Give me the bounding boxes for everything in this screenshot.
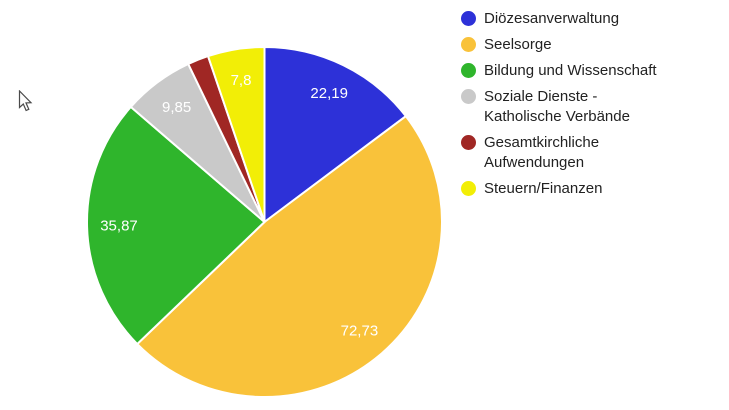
legend-item-4[interactable]: Gesamtkirchliche Aufwendungen (461, 133, 676, 173)
legend-marker-circle-icon (461, 63, 476, 78)
pie-slice-2[interactable] (86, 105, 266, 346)
legend-marker-circle-icon (461, 37, 476, 52)
legend-label: Seelsorge (484, 36, 552, 53)
mouse-cursor (18, 90, 33, 112)
pie-slice-value-label-2: 35,87 (100, 217, 138, 234)
pie-slice-value-label-0: 22,19 (310, 85, 348, 102)
legend-label: Gesamtkirchliche Aufwendungen (484, 134, 600, 171)
legend-label: Bildung und Wissenschaft (484, 62, 657, 79)
pie-slice-5[interactable] (207, 46, 266, 223)
legend-item-1[interactable]: Seelsorge (461, 35, 676, 55)
legend-label: Steuern/Finanzen (484, 180, 603, 197)
pie-chart: 22,19 72,73 35,87 9,85 7,8 (86, 46, 443, 399)
pie-slice-value-label-5: 7,8 (231, 72, 252, 89)
pie-slice-value-label-1: 72,73 (341, 322, 379, 339)
pie-slices (86, 46, 443, 399)
legend-marker-circle-icon (461, 135, 476, 150)
legend-label: Soziale Dienste - Katholische Verbände (484, 88, 630, 125)
legend-item-3[interactable]: Soziale Dienste - Katholische Verbände (461, 87, 676, 127)
legend-marker-circle-icon (461, 181, 476, 196)
legend-marker-circle-icon (461, 11, 476, 26)
legend-item-0[interactable]: Diözesanverwaltung (461, 9, 676, 29)
cursor-arrow-icon (18, 90, 33, 112)
legend: Diözesanverwaltung Seelsorge Bildung und W… (461, 9, 676, 199)
legend-item-5[interactable]: Steuern/Finanzen (461, 179, 676, 199)
legend-marker-circle-icon (461, 89, 476, 104)
legend-label: Diözesanverwaltung (484, 10, 620, 27)
pie-slice-0[interactable] (263, 46, 407, 223)
pie-slice-1[interactable] (136, 115, 443, 399)
legend-item-2[interactable]: Bildung und Wissenschaft (461, 61, 676, 81)
pie-slice-labels: 22,19 72,73 35,87 9,85 7,8 (100, 72, 378, 339)
pie-slice-value-label-3: 9,85 (162, 99, 191, 116)
